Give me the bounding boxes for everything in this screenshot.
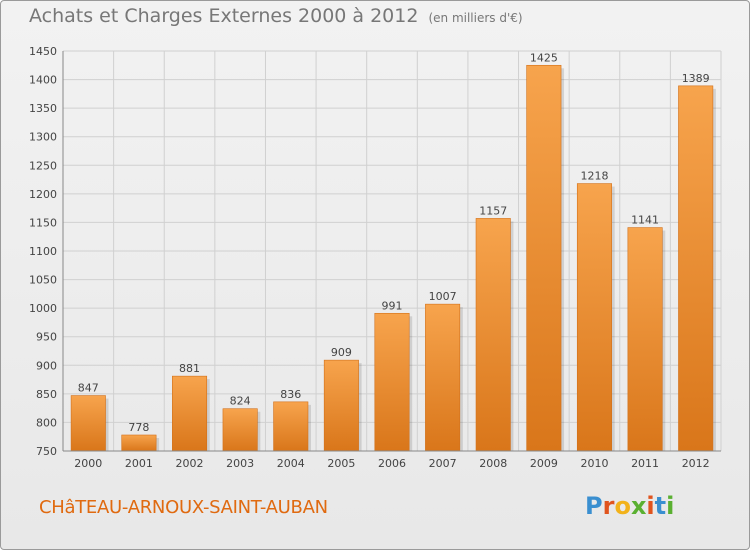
y-tick-label: 1450 [29, 45, 57, 58]
proxiti-logo[interactable]: Proxiti [585, 492, 695, 522]
y-tick-label: 1250 [29, 159, 57, 172]
bar-2003[interactable] [222, 408, 258, 452]
x-tick-label: 2004 [277, 457, 305, 470]
x-tick-label: 2000 [74, 457, 102, 470]
data-label-2001: 778 [128, 421, 149, 434]
bar-2002[interactable] [172, 375, 208, 452]
data-label-2005: 909 [331, 346, 352, 359]
bars [70, 64, 716, 452]
chart-subtitle: (en milliers d'€) [428, 11, 523, 25]
data-label-2000: 847 [78, 382, 99, 395]
y-tick-label: 750 [36, 445, 57, 458]
data-label-2011: 1141 [631, 214, 659, 227]
y-tick-label: 1350 [29, 102, 57, 115]
y-tick-label: 1300 [29, 131, 57, 144]
x-tick-label: 2005 [327, 457, 355, 470]
bar-2011[interactable] [627, 227, 663, 452]
x-tick-label: 2011 [631, 457, 659, 470]
y-tick-label: 1150 [29, 216, 57, 229]
x-tick-label: 2001 [125, 457, 153, 470]
logo-letter: o [614, 492, 631, 520]
data-labels: 847 778 881 824 836 909 991 1007 1157 1425 1218 114… [78, 51, 710, 434]
bar-2009[interactable] [526, 64, 562, 452]
bar-2007[interactable] [425, 303, 461, 452]
bar-2004[interactable] [273, 401, 309, 452]
logo-letter: t [654, 492, 667, 520]
y-tick-label: 950 [36, 331, 57, 344]
y-tick-label: 850 [36, 388, 57, 401]
logo-letter: P [585, 492, 603, 520]
data-label-2010: 1218 [580, 170, 608, 183]
chart-title-text: Achats et Charges Externes 2000 à 2012 [29, 5, 419, 27]
x-tick-label: 2003 [226, 457, 254, 470]
x-tick-label: 2007 [429, 457, 457, 470]
logo-letter: r [602, 492, 615, 520]
data-label-2002: 881 [179, 362, 200, 375]
x-tick-label: 2008 [479, 457, 507, 470]
logo-letter: i [666, 492, 675, 520]
logo-letter: i [646, 492, 655, 520]
axes: 750 800 850 900 950 1000 1050 1100 1150 1200 1250 1… [29, 45, 721, 470]
data-label-2004: 836 [280, 388, 301, 401]
y-tick-label: 1400 [29, 74, 57, 87]
y-tick-label: 1050 [29, 274, 57, 287]
bar-2006[interactable] [374, 312, 410, 452]
x-tick-label: 2006 [378, 457, 406, 470]
data-label-2012: 1389 [682, 72, 710, 85]
x-tick-label: 2010 [580, 457, 608, 470]
y-tick-label: 800 [36, 416, 57, 429]
y-tick-label: 1200 [29, 188, 57, 201]
data-label-2008: 1157 [479, 204, 507, 217]
data-label-2007: 1007 [429, 290, 457, 303]
x-tick-label: 2009 [530, 457, 558, 470]
data-label-2006: 991 [382, 299, 403, 312]
y-tick-label: 900 [36, 359, 57, 372]
bar-2008[interactable] [475, 218, 511, 452]
x-tick-label: 2012 [682, 457, 710, 470]
logo-letter: x [630, 492, 647, 520]
bar-2010[interactable] [576, 183, 612, 452]
y-tick-label: 1100 [29, 245, 57, 258]
chart-title: Achats et Charges Externes 2000 à 2012 (e… [29, 5, 523, 27]
bar-2012[interactable] [678, 85, 714, 452]
bar-2000[interactable] [70, 395, 106, 452]
data-label-2003: 824 [230, 395, 251, 408]
x-tick-label: 2002 [176, 457, 204, 470]
y-tick-label: 1000 [29, 302, 57, 315]
data-label-2009: 1425 [530, 51, 558, 64]
bar-2001[interactable] [121, 434, 157, 452]
commune-name: CHâTEAU-ARNOUX-SAINT-AUBAN [39, 497, 328, 518]
bar-2005[interactable] [323, 359, 359, 452]
